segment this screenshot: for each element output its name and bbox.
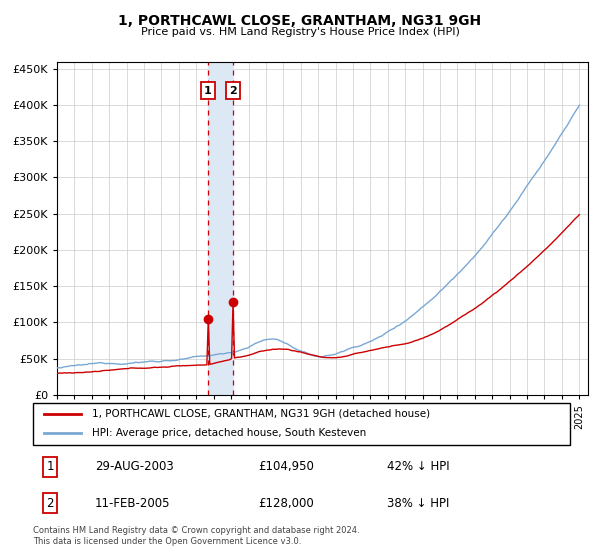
Bar	[208, 62, 233, 395]
Text: 29-AUG-2003: 29-AUG-2003	[95, 460, 173, 473]
Text: Contains HM Land Registry data © Crown copyright and database right 2024.
This d: Contains HM Land Registry data © Crown c…	[33, 526, 359, 546]
Text: 42% ↓ HPI: 42% ↓ HPI	[388, 460, 450, 473]
Text: £104,950: £104,950	[259, 460, 314, 473]
Text: 1, PORTHCAWL CLOSE, GRANTHAM, NG31 9GH (detached house): 1, PORTHCAWL CLOSE, GRANTHAM, NG31 9GH (…	[92, 409, 430, 419]
Text: 2: 2	[229, 86, 237, 96]
Text: 1, PORTHCAWL CLOSE, GRANTHAM, NG31 9GH: 1, PORTHCAWL CLOSE, GRANTHAM, NG31 9GH	[118, 14, 482, 28]
Text: Price paid vs. HM Land Registry's House Price Index (HPI): Price paid vs. HM Land Registry's House …	[140, 27, 460, 37]
Text: 1: 1	[204, 86, 212, 96]
Text: 11-FEB-2005: 11-FEB-2005	[95, 497, 170, 510]
Text: 38% ↓ HPI: 38% ↓ HPI	[388, 497, 450, 510]
Text: 2: 2	[46, 497, 54, 510]
Text: HPI: Average price, detached house, South Kesteven: HPI: Average price, detached house, Sout…	[92, 428, 367, 438]
Text: £128,000: £128,000	[259, 497, 314, 510]
Text: 1: 1	[46, 460, 54, 473]
